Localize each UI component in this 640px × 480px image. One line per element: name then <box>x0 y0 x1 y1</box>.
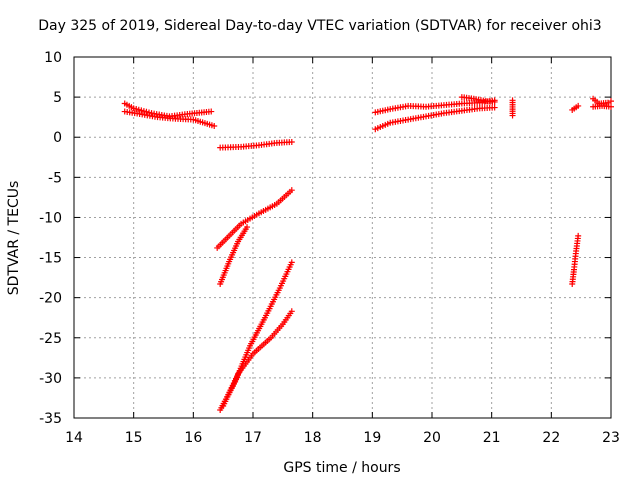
data-series-arc-m <box>569 232 582 288</box>
y-axis-ticks: 10 5 0 -5 -10 -15 -20 -25 -30 -35 <box>39 50 611 427</box>
plus-marker <box>211 122 218 129</box>
plus-marker <box>288 259 295 266</box>
x-axis-ticks: 14 15 16 17 18 19 20 21 22 23 <box>65 57 620 446</box>
plus-marker <box>491 104 498 111</box>
data-series-arc-g <box>220 308 295 409</box>
y-tick-label: -15 <box>39 251 62 267</box>
plus-marker <box>208 108 215 115</box>
x-tick-label: 16 <box>184 430 202 446</box>
x-tick-label: 21 <box>483 430 501 446</box>
y-tick-label: -20 <box>39 291 62 307</box>
plus-marker <box>575 232 582 239</box>
data-series-arc-a <box>121 100 215 120</box>
chart-title: Day 325 of 2019, Sidereal Day-to-day VTE… <box>38 18 602 34</box>
y-tick-label: -10 <box>39 210 62 226</box>
data-series-arc-b <box>121 108 218 129</box>
plus-marker <box>608 98 614 105</box>
data-series-arc-k <box>509 97 516 119</box>
y-tick-label: 0 <box>53 130 62 146</box>
data-series-arc-d <box>214 187 295 251</box>
data-series-arc-h <box>372 97 498 116</box>
y-tick-label: -25 <box>39 331 62 347</box>
plus-marker <box>288 139 295 146</box>
plus-marker <box>509 112 516 119</box>
x-tick-label: 18 <box>304 430 322 446</box>
data-series-arc-l <box>569 102 582 113</box>
plus-marker <box>244 224 251 231</box>
y-tick-label: -35 <box>39 411 62 427</box>
plot-frame <box>73 56 612 419</box>
y-tick-label: 5 <box>53 90 62 106</box>
plus-marker <box>575 102 582 109</box>
data-series-arc-o <box>590 102 614 110</box>
x-tick-label: 22 <box>542 430 560 446</box>
y-tick-label: 10 <box>44 50 62 66</box>
y-tick-label: -5 <box>48 170 62 186</box>
plus-marker <box>288 308 295 315</box>
x-tick-label: 15 <box>125 430 143 446</box>
x-tick-label: 20 <box>423 430 441 446</box>
data-series-arc-e <box>217 224 251 288</box>
x-tick-label: 17 <box>244 430 262 446</box>
plus-marker <box>608 103 614 110</box>
x-axis-label: GPS time / hours <box>283 460 400 476</box>
data-series-arc-i <box>372 104 498 133</box>
x-tick-label: 14 <box>65 430 83 446</box>
plus-marker <box>288 187 295 194</box>
x-tick-label: 19 <box>363 430 381 446</box>
data-marks <box>121 94 614 413</box>
y-axis-label: SDTVAR / TECUs <box>6 181 22 296</box>
x-tick-label: 23 <box>602 430 620 446</box>
y-tick-label: -30 <box>39 371 62 387</box>
data-series-arc-j <box>458 94 498 105</box>
data-series-arc-c <box>217 139 295 151</box>
plus-marker <box>491 98 498 105</box>
